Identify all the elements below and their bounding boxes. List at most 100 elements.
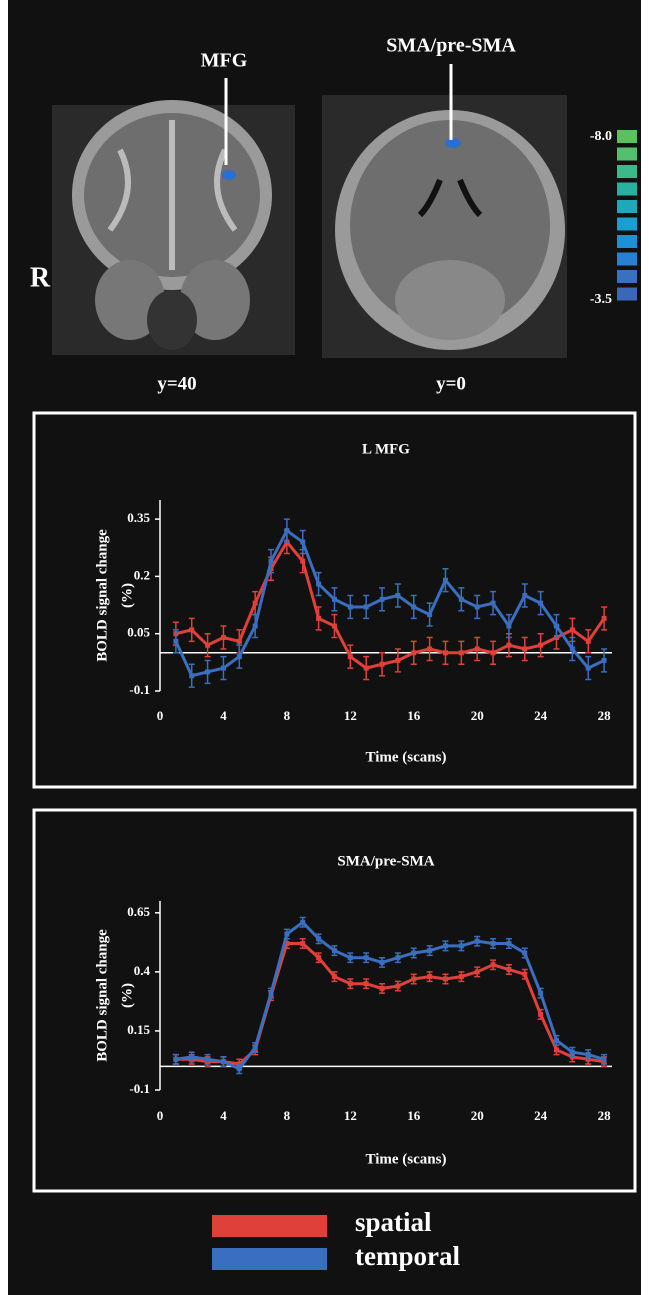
x-tick-label: 20 — [471, 708, 484, 723]
activation-blob — [445, 138, 461, 148]
data-point — [570, 646, 575, 651]
data-point — [300, 559, 305, 564]
y-axis-label: BOLD signal change — [94, 929, 110, 1062]
data-point — [253, 1045, 258, 1050]
y-axis-label: (%) — [119, 983, 135, 1008]
colorbar-label: -8.0 — [590, 129, 612, 144]
data-point — [427, 646, 432, 651]
data-point — [522, 593, 527, 598]
data-point — [443, 650, 448, 655]
data-point — [491, 962, 496, 967]
data-point — [395, 955, 400, 960]
data-point — [538, 601, 543, 606]
data-point — [300, 941, 305, 946]
data-point — [173, 1057, 178, 1062]
colorbar-block — [617, 200, 637, 213]
data-point — [411, 950, 416, 955]
activation-blob — [222, 170, 236, 180]
colorbar-block — [617, 165, 637, 178]
data-point — [491, 650, 496, 655]
data-point — [411, 650, 416, 655]
data-point — [506, 941, 511, 946]
data-point — [459, 974, 464, 979]
x-tick-label: 24 — [534, 708, 548, 723]
region-label: MFG — [201, 50, 248, 72]
legend-swatch — [212, 1215, 327, 1237]
data-point — [570, 627, 575, 632]
data-point — [554, 1047, 559, 1052]
colorbar-block — [617, 130, 637, 143]
data-point — [459, 943, 464, 948]
y-tick-label: 0.15 — [127, 1022, 150, 1037]
data-point — [602, 616, 607, 621]
y-tick-label: -0.1 — [129, 1081, 150, 1096]
data-point — [173, 639, 178, 644]
data-point — [427, 612, 432, 617]
data-point — [380, 597, 385, 602]
x-tick-label: 4 — [220, 1108, 227, 1123]
chart-title: L MFG — [362, 441, 410, 457]
y-tick-label: 0.05 — [127, 625, 150, 640]
data-point — [380, 986, 385, 991]
y-tick-label: 0.4 — [134, 963, 151, 978]
colorbar-block — [617, 270, 637, 283]
x-tick-label: 8 — [284, 1108, 291, 1123]
data-point — [221, 635, 226, 640]
data-point — [205, 669, 210, 674]
colorbar-block — [617, 183, 637, 196]
data-point — [253, 601, 258, 606]
colorbar-block — [617, 218, 637, 231]
colorbar-label: -3.5 — [590, 292, 612, 307]
region-label: SMA/pre-SMA — [386, 35, 516, 57]
data-point — [189, 673, 194, 678]
data-point — [491, 941, 496, 946]
data-point — [554, 1038, 559, 1043]
data-point — [316, 955, 321, 960]
data-point — [395, 593, 400, 598]
data-point — [506, 967, 511, 972]
y-tick-label: 0.2 — [134, 567, 150, 582]
data-point — [411, 976, 416, 981]
data-point — [522, 950, 527, 955]
data-point — [554, 624, 559, 629]
data-point — [205, 1057, 210, 1062]
data-point — [364, 981, 369, 986]
data-point — [348, 981, 353, 986]
x-tick-label: 8 — [284, 708, 291, 723]
data-point — [475, 646, 480, 651]
data-point — [253, 624, 258, 629]
data-point — [316, 936, 321, 941]
data-point — [506, 624, 511, 629]
y-axis-label: BOLD signal change — [94, 529, 110, 662]
slice-label: y=40 — [157, 373, 196, 394]
data-point — [395, 984, 400, 989]
x-tick-label: 20 — [471, 1108, 484, 1123]
data-point — [538, 991, 543, 996]
data-point — [475, 969, 480, 974]
data-point — [506, 643, 511, 648]
data-point — [332, 597, 337, 602]
x-tick-label: 0 — [157, 1108, 164, 1123]
x-tick-label: 4 — [220, 708, 227, 723]
data-point — [586, 666, 591, 671]
data-point — [380, 960, 385, 965]
data-point — [459, 650, 464, 655]
data-point — [332, 974, 337, 979]
x-tick-label: 12 — [344, 1108, 357, 1123]
legend-swatch — [212, 1248, 327, 1270]
x-tick-label: 16 — [407, 708, 421, 723]
data-point — [221, 1059, 226, 1064]
slice-label: y=0 — [436, 373, 466, 394]
figure: MFG SMA/pre-SMA R y=40 y=0 -8.0 -3.5 spa… — [0, 0, 649, 1295]
x-tick-label: 16 — [407, 1108, 421, 1123]
x-tick-label: 24 — [534, 1108, 548, 1123]
data-point — [459, 597, 464, 602]
data-point — [348, 604, 353, 609]
data-point — [332, 948, 337, 953]
data-point — [538, 1012, 543, 1017]
y-axis-label: (%) — [119, 583, 135, 608]
data-point — [586, 1052, 591, 1057]
y-tick-label: 0.35 — [127, 510, 150, 525]
data-point — [427, 974, 432, 979]
data-point — [332, 624, 337, 629]
